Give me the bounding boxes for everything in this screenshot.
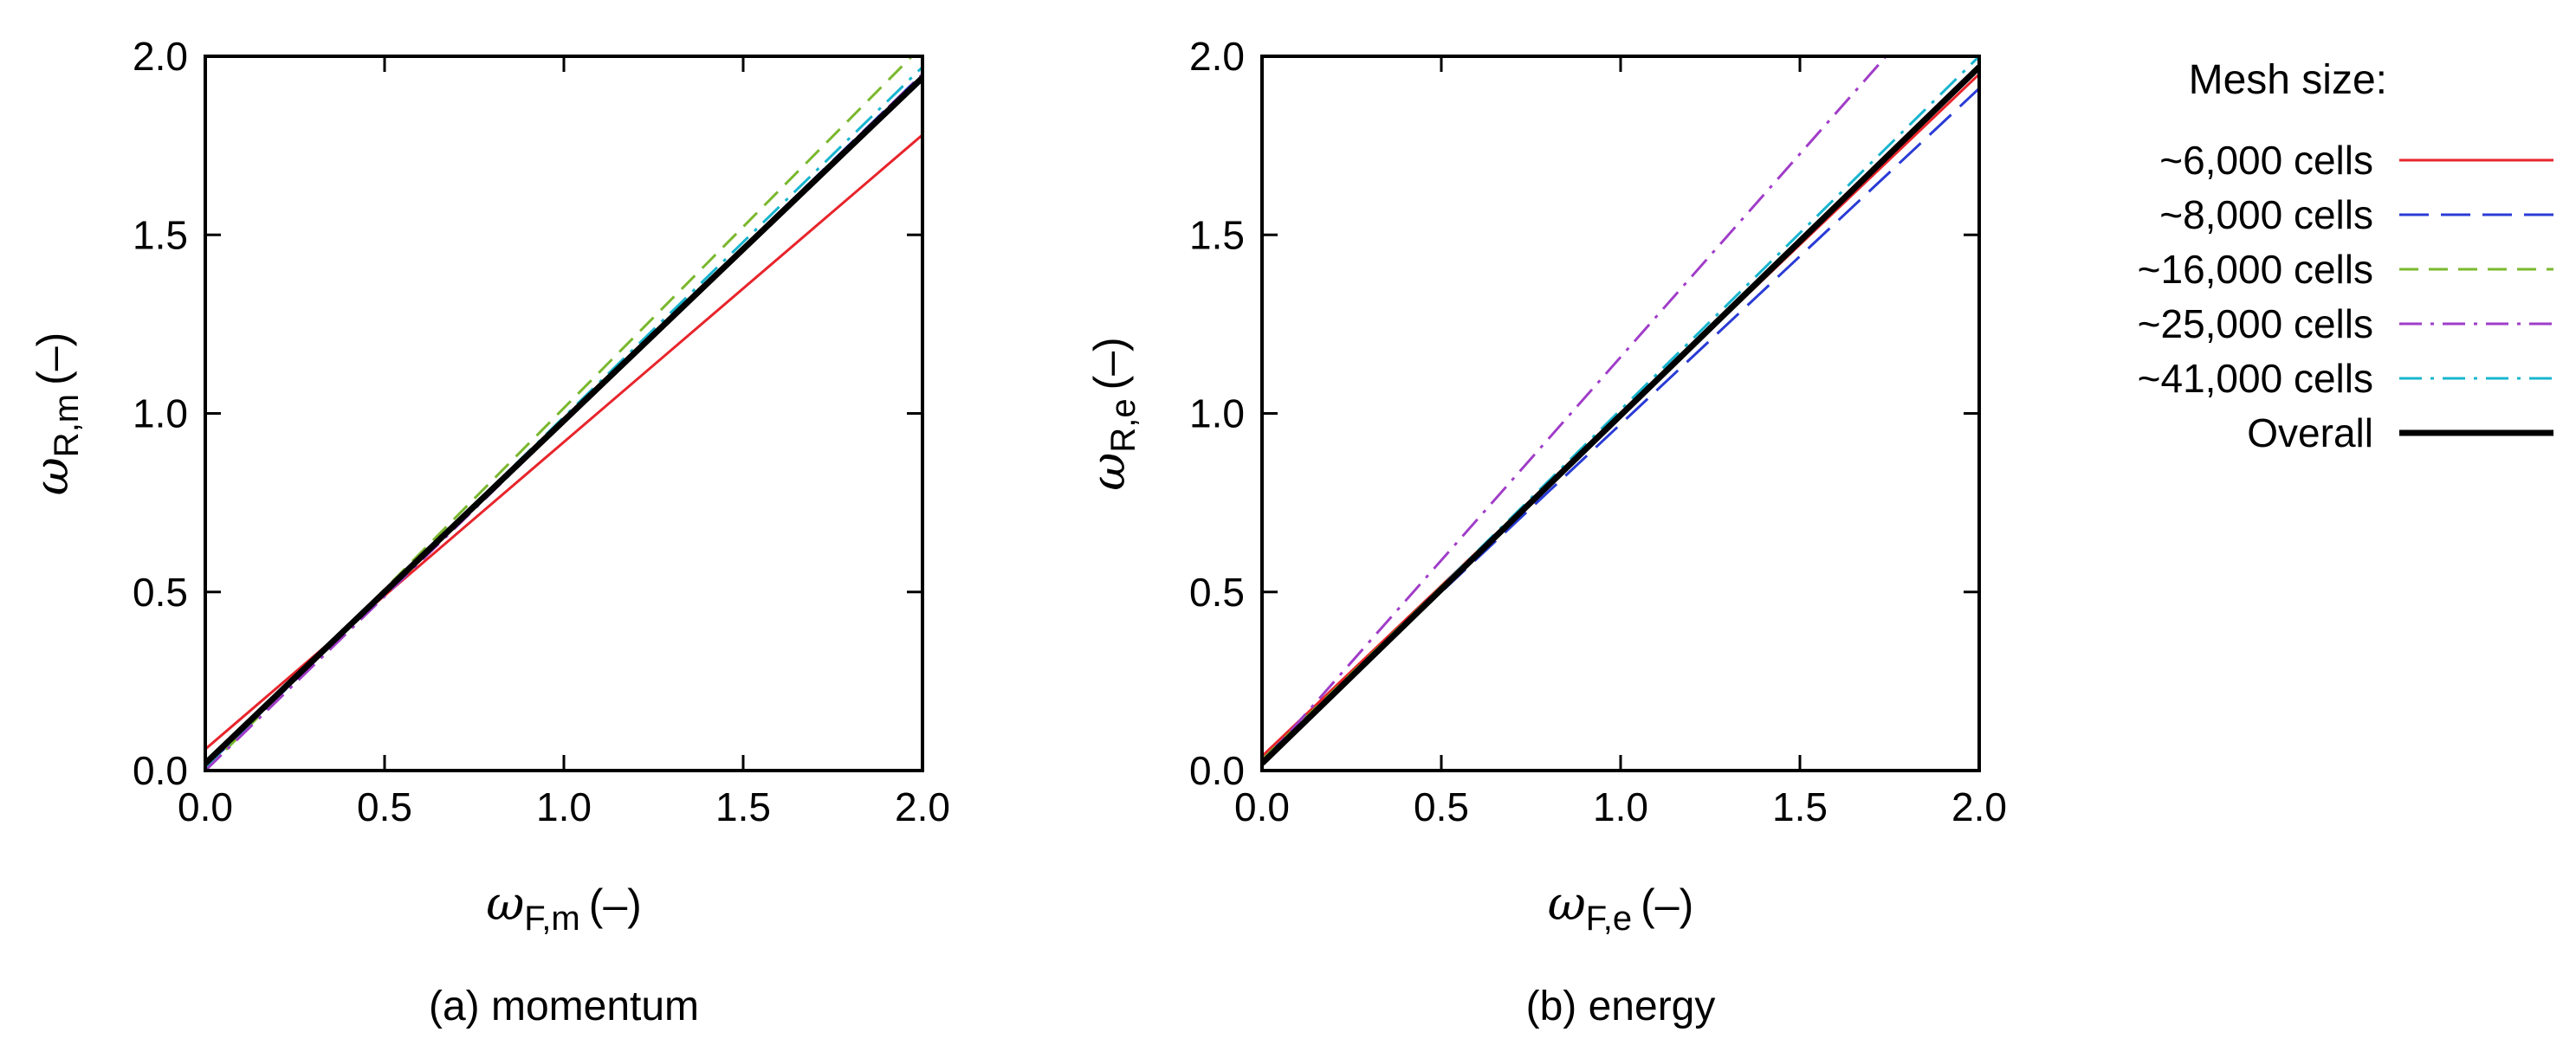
x-axis-symbol: ω xyxy=(486,876,524,931)
plot-lines-energy xyxy=(1262,56,1979,766)
ticks-energy: 0.0 0.5 1.0 1.5 2.0 0.0 0.5 1.0 1.5 2.0 xyxy=(1189,34,2007,829)
legend-label: Overall xyxy=(2247,410,2373,455)
x-tick-label: 0.5 xyxy=(1414,784,1469,829)
x-tick-label: 2.0 xyxy=(895,784,950,829)
legend: Mesh size: ~6,000 cells ~8,000 cells ~16,0… xyxy=(2138,57,2553,455)
x-tick-label: 2.0 xyxy=(1951,784,2007,829)
series-line-overall xyxy=(205,75,922,766)
y-tick-label: 1.5 xyxy=(1189,212,1245,257)
panel-momentum: 0.0 0.5 1.0 1.5 2.00.00.51.01.52.0 ωR,m(–) ω… xyxy=(24,34,950,1029)
legend-label: ~25,000 cells xyxy=(2138,301,2373,346)
y-tick-label: 1.0 xyxy=(133,391,188,436)
panel-caption-energy: (b) energy xyxy=(1526,984,1716,1029)
y-axis-symbol: ω xyxy=(24,457,79,495)
y-axis-unit: (–) xyxy=(29,332,77,385)
y-axis-subscript: R,e xyxy=(1104,398,1142,452)
y-tick-label: 1.0 xyxy=(1189,391,1245,436)
x-axis-subscript: F,e xyxy=(1586,900,1632,938)
x-tick-label: 1.5 xyxy=(1772,784,1828,829)
y-axis-symbol: ω xyxy=(1081,453,1136,491)
y-axis-unit: (–) xyxy=(1085,337,1134,390)
y-tick-label: 0.5 xyxy=(1189,570,1245,615)
x-tick-label: 1.5 xyxy=(715,784,771,829)
series-line-overall xyxy=(1262,64,1979,766)
plot-lines-momentum xyxy=(205,56,922,771)
panel-energy: 0.0 0.5 1.0 1.5 2.00.00.51.01.52.0 ωR,e(–) ω… xyxy=(1081,34,2007,1029)
x-tick-label: 1.0 xyxy=(1593,784,1648,829)
y-axis-label-momentum: ωR,m (–) xyxy=(24,332,86,495)
legend-label: ~8,000 cells xyxy=(2159,192,2373,237)
legend-entries: ~6,000 cells ~8,000 cells ~16,000 cells ~25… xyxy=(2138,138,2553,455)
y-tick-label: 0.5 xyxy=(133,570,188,615)
legend-label: ~6,000 cells xyxy=(2159,138,2373,183)
ticks-momentum: 0.0 0.5 1.0 1.5 2.0 0.0 0.5 1.0 1.5 2.0 xyxy=(133,34,950,829)
legend-label: ~16,000 cells xyxy=(2138,247,2373,292)
y-tick-label: 0.0 xyxy=(1189,748,1245,793)
x-tick-label: 0.0 xyxy=(178,784,233,829)
x-axis-subscript: F,m xyxy=(524,900,579,938)
y-tick-label: 2.0 xyxy=(1189,34,1245,79)
x-axis-symbol: ω xyxy=(1548,876,1586,931)
x-axis-unit: (–) xyxy=(589,881,642,929)
y-tick-label: 2.0 xyxy=(133,34,188,79)
series-line-25-000-cells xyxy=(1262,56,1887,764)
x-axis-unit: (–) xyxy=(1641,881,1693,929)
y-tick-label: 0.0 xyxy=(133,748,188,793)
x-tick-label: 0.0 xyxy=(1234,784,1290,829)
legend-label: ~41,000 cells xyxy=(2138,356,2373,401)
y-axis-subscript: R,m xyxy=(48,394,86,457)
x-axis-label-energy: ωF,e (–) xyxy=(1548,876,1694,938)
x-tick-label: 1.0 xyxy=(536,784,592,829)
series-line-41-000-cells xyxy=(205,66,922,768)
y-axis-label-energy: ωR,e (–) xyxy=(1081,337,1142,490)
x-axis-label-momentum: ωF,m (–) xyxy=(486,876,642,938)
series-line-8-000-cells xyxy=(1262,87,1979,761)
y-tick-label: 1.5 xyxy=(133,212,188,257)
legend-title: Mesh size: xyxy=(2189,57,2387,103)
series-line-16-000-cells xyxy=(205,56,914,771)
series-line-41-000-cells xyxy=(1262,56,1979,764)
panel-caption-momentum: (a) momentum xyxy=(429,984,699,1029)
x-tick-label: 0.5 xyxy=(357,784,412,829)
